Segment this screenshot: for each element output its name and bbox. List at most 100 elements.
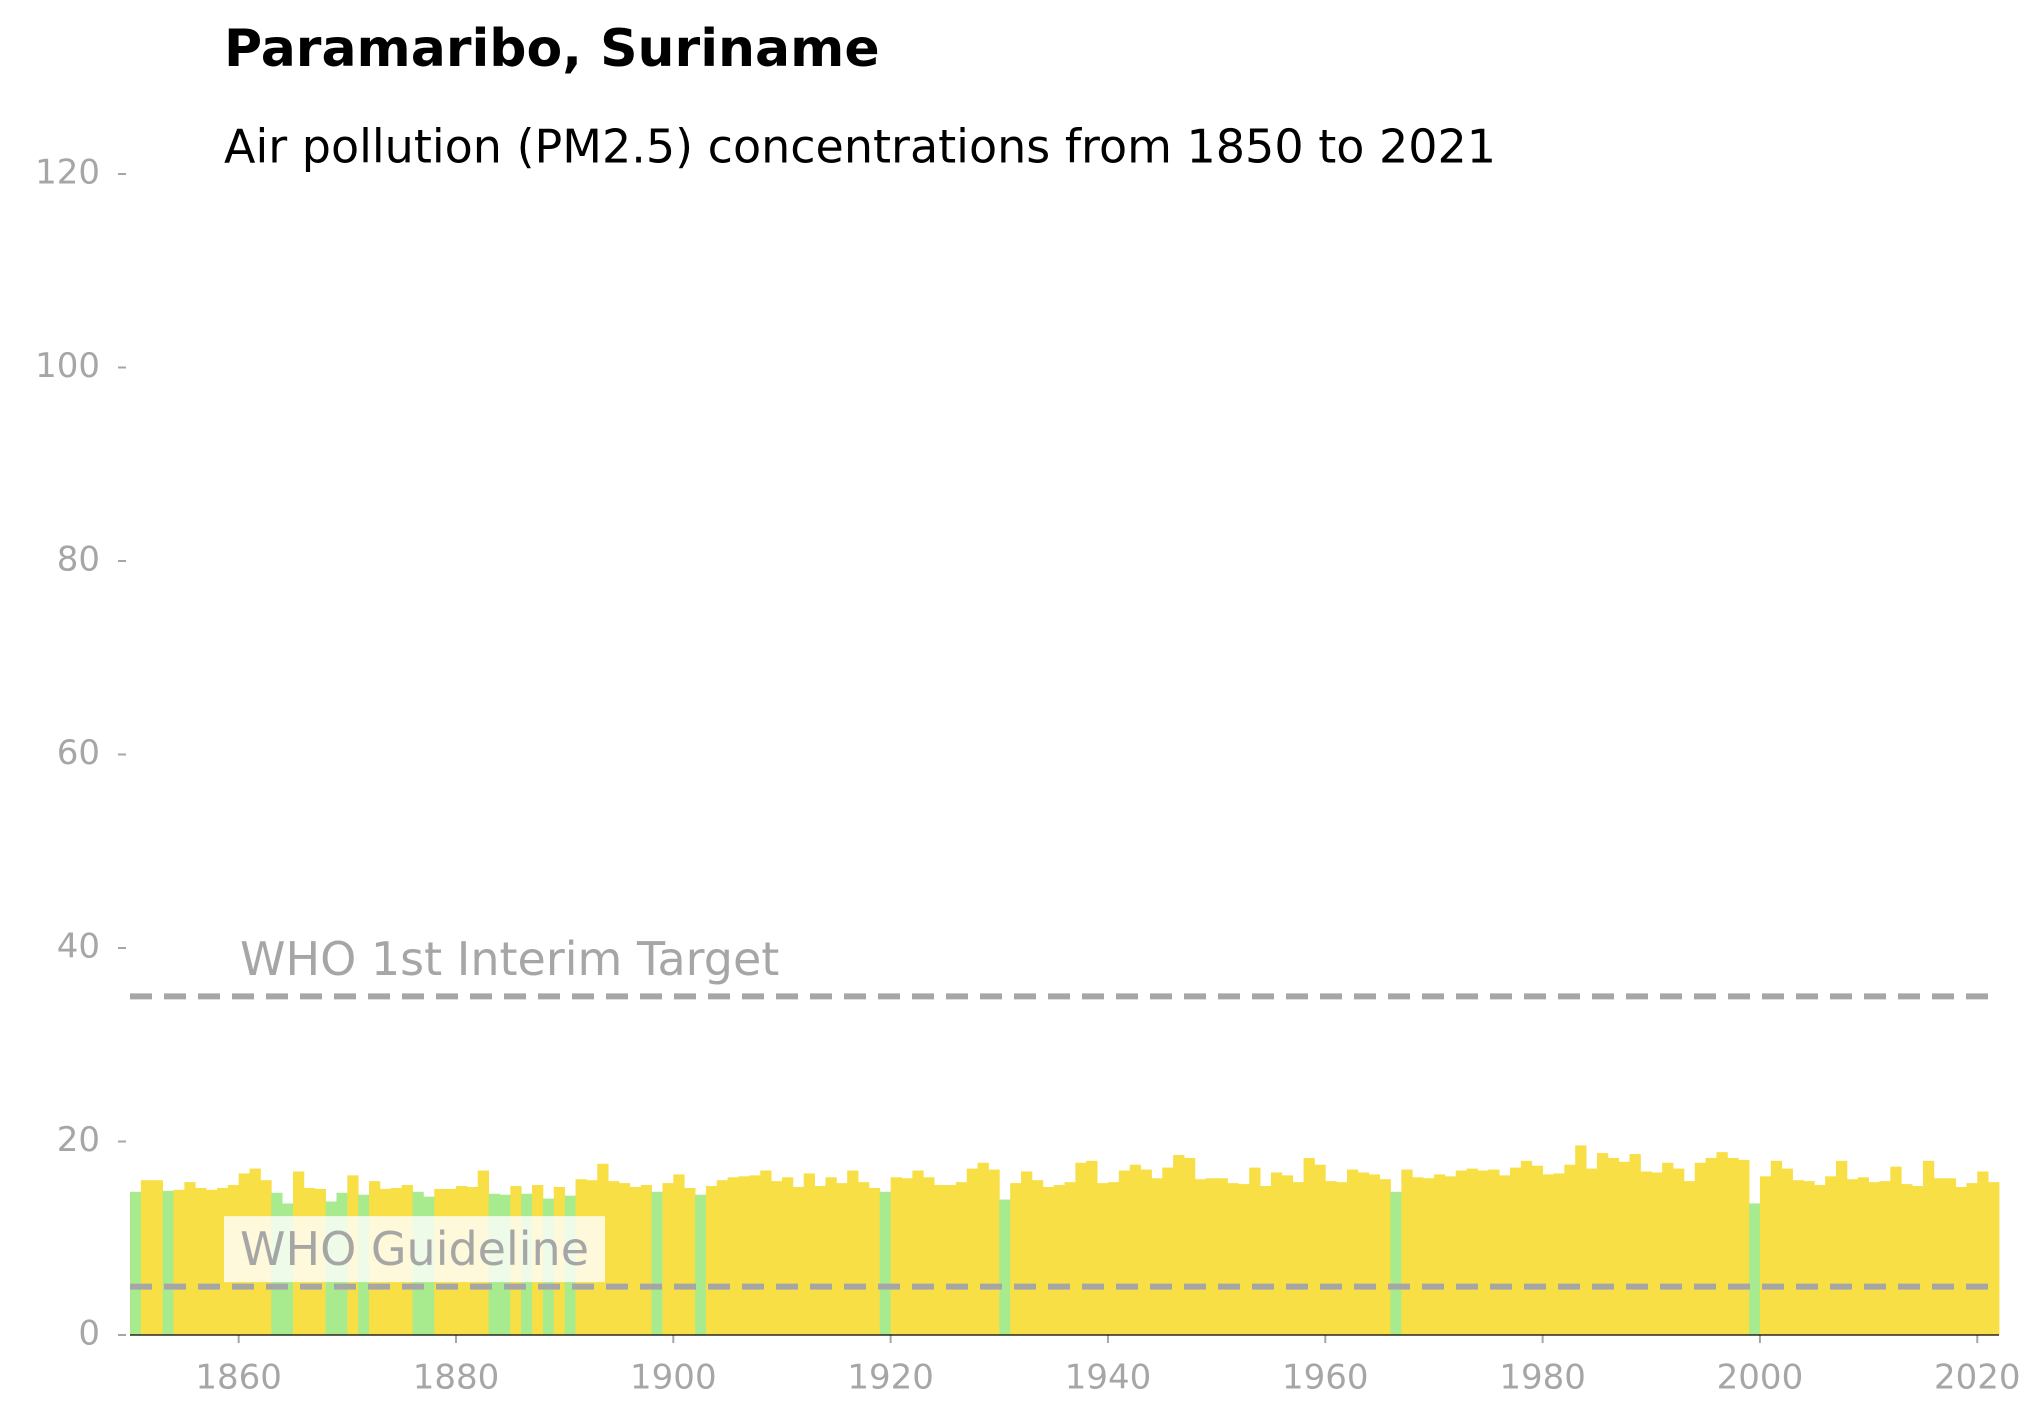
x-tick-label: 1880: [413, 1358, 500, 1398]
bar: [1118, 1170, 1131, 1335]
bar: [1890, 1166, 1902, 1335]
bar: [1868, 1182, 1880, 1335]
bar: [1107, 1182, 1120, 1335]
bar: [1575, 1145, 1587, 1335]
y-tick-label: 0: [78, 1314, 100, 1354]
bar: [1618, 1161, 1630, 1335]
bar: [1629, 1154, 1641, 1335]
bar: [890, 1177, 902, 1335]
bar: [1749, 1203, 1761, 1335]
bar: [1988, 1182, 2000, 1335]
bar: [1662, 1162, 1674, 1335]
bar: [1564, 1164, 1576, 1335]
bar: [1781, 1168, 1793, 1335]
y-tick-label: 120: [35, 153, 100, 193]
x-tick-label: 1860: [195, 1358, 282, 1398]
bar: [1053, 1185, 1065, 1335]
bar: [673, 1174, 685, 1335]
bar: [1803, 1181, 1815, 1335]
reference-label-bg: [224, 1216, 605, 1283]
reference-label-bg: [224, 925, 796, 992]
bar: [1140, 1169, 1152, 1335]
bar: [1510, 1167, 1522, 1335]
bar: [173, 1189, 185, 1335]
bar: [944, 1185, 957, 1335]
x-tick-label: 1940: [1065, 1358, 1152, 1398]
bar: [1412, 1177, 1424, 1335]
bar: [1531, 1165, 1544, 1335]
bar: [1357, 1172, 1370, 1335]
x-tick-label: 1900: [630, 1358, 717, 1398]
bar: [1922, 1160, 1935, 1335]
bar: [1075, 1162, 1087, 1335]
bar: [1347, 1169, 1359, 1335]
bar: [803, 1173, 815, 1335]
bar: [1727, 1157, 1739, 1335]
bar: [1792, 1180, 1804, 1335]
bar: [1368, 1174, 1381, 1335]
bar: [1455, 1170, 1467, 1335]
bar: [1673, 1168, 1685, 1335]
bar: [934, 1185, 946, 1335]
bar: [1021, 1171, 1033, 1335]
bar: [1423, 1178, 1435, 1335]
bar: [640, 1185, 652, 1335]
bar: [206, 1189, 218, 1335]
bar: [1238, 1184, 1250, 1335]
bar: [1401, 1169, 1413, 1335]
bar: [879, 1191, 892, 1335]
bar: [1770, 1160, 1783, 1335]
bar: [684, 1187, 696, 1335]
bar: [1542, 1174, 1554, 1335]
bar: [716, 1180, 729, 1335]
bar: [1151, 1178, 1163, 1335]
bar: [1444, 1176, 1457, 1335]
bar: [1184, 1157, 1196, 1335]
bar: [1162, 1167, 1174, 1335]
bar: [651, 1191, 663, 1335]
x-tick-label: 2000: [1717, 1358, 1804, 1398]
bar: [1129, 1164, 1141, 1335]
bar: [749, 1175, 761, 1335]
bar: [195, 1187, 207, 1335]
bar: [1173, 1155, 1185, 1335]
bar: [1010, 1183, 1022, 1335]
bar: [1325, 1181, 1337, 1335]
bar: [695, 1194, 707, 1335]
bar: [1607, 1157, 1620, 1335]
bar: [1814, 1185, 1826, 1335]
bar: [814, 1186, 826, 1335]
bar: [1836, 1160, 1848, 1335]
bar: [1901, 1184, 1913, 1335]
bar: [955, 1182, 968, 1335]
bar: [738, 1176, 750, 1335]
bar: [608, 1181, 620, 1335]
bar: [1390, 1191, 1402, 1335]
bar: [999, 1199, 1011, 1335]
bar: [618, 1183, 631, 1335]
bar: [1488, 1169, 1500, 1335]
bar: [771, 1181, 783, 1335]
bar: [781, 1177, 794, 1335]
reference-label: WHO 1st Interim Target: [240, 932, 779, 986]
bar: [1042, 1186, 1055, 1335]
bar: [1520, 1160, 1533, 1335]
bar: [1086, 1160, 1098, 1335]
bar: [1694, 1162, 1707, 1335]
bar: [1553, 1173, 1565, 1335]
x-tick-label: 2020: [1934, 1358, 2021, 1398]
bar: [1944, 1178, 1956, 1335]
bar: [184, 1182, 196, 1335]
bar: [140, 1180, 153, 1335]
bar: [1586, 1168, 1598, 1335]
bar: [1205, 1178, 1218, 1335]
y-tick-label: 60: [57, 733, 100, 773]
chart-subtitle: Air pollution (PM2.5) concentrations fro…: [224, 120, 1496, 174]
bar: [1912, 1186, 1924, 1335]
reference-label: WHO Guideline: [240, 1222, 589, 1276]
bar: [1292, 1182, 1304, 1335]
bar: [792, 1186, 805, 1335]
bar: [1216, 1178, 1228, 1335]
